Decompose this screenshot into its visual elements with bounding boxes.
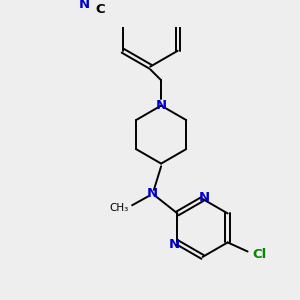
Text: N: N — [78, 0, 89, 11]
Text: CH₃: CH₃ — [109, 203, 128, 213]
Text: N: N — [169, 238, 180, 251]
Text: C: C — [95, 3, 105, 16]
Text: Cl: Cl — [252, 248, 266, 261]
Text: N: N — [199, 190, 210, 204]
Text: N: N — [146, 187, 158, 200]
Text: N: N — [156, 99, 167, 112]
